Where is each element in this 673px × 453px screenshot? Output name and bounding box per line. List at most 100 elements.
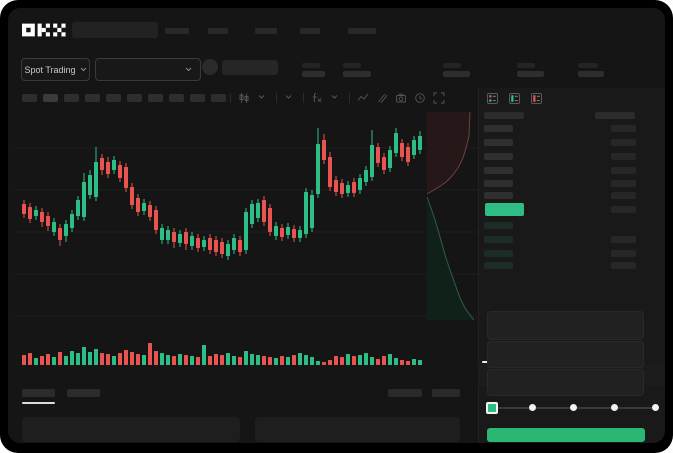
bottom-tab-placeholder[interactable] <box>67 389 100 397</box>
trade-input-placeholder[interactable] <box>487 311 644 340</box>
bottom-right-tab-placeholder[interactable] <box>432 389 460 397</box>
candles-icon[interactable] <box>238 92 250 104</box>
volume-bar <box>172 356 176 365</box>
candle-body <box>340 183 344 194</box>
last-price-highlight[interactable] <box>485 203 524 216</box>
volume-bar <box>340 357 344 365</box>
line-chart-icon[interactable] <box>357 92 369 104</box>
slider-stop-dot[interactable] <box>528 404 536 411</box>
chevron-down-icon[interactable] <box>330 92 342 104</box>
book-asks-icon[interactable] <box>531 91 542 104</box>
candle-body <box>376 147 380 163</box>
price-chart[interactable] <box>8 8 478 443</box>
stat-value-placeholder <box>302 71 325 77</box>
candle-body <box>388 150 392 168</box>
volume-bar <box>256 355 260 365</box>
candle-body <box>22 204 26 214</box>
nav-item-placeholder[interactable] <box>348 28 376 34</box>
timeframe-button-placeholder[interactable] <box>43 94 58 102</box>
volume-bar <box>280 356 284 365</box>
bid-amount-placeholder[interactable] <box>611 236 636 243</box>
trade-input-placeholder[interactable] <box>487 341 644 368</box>
candle-body <box>304 192 308 234</box>
nav-item-placeholder[interactable] <box>300 28 320 34</box>
ask-amount-placeholder[interactable] <box>611 153 636 160</box>
volume-bar <box>352 356 356 365</box>
volume-bar <box>262 356 266 365</box>
candle-body <box>316 144 320 194</box>
amount-placeholder[interactable] <box>611 206 636 213</box>
candle-body <box>142 203 146 211</box>
timeframe-button-placeholder[interactable] <box>64 94 79 102</box>
orderbook-col-header-placeholder <box>484 112 524 119</box>
ask-price-placeholder[interactable] <box>484 167 513 174</box>
volume-bar <box>238 357 242 365</box>
bid-price-placeholder[interactable] <box>484 250 513 257</box>
ask-amount-placeholder[interactable] <box>611 139 636 146</box>
ask-amount-placeholder[interactable] <box>611 180 636 187</box>
timeframe-button-placeholder[interactable] <box>190 94 205 102</box>
bottom-tab-placeholder[interactable] <box>22 389 55 397</box>
slider-stop-dot[interactable] <box>610 404 618 411</box>
coin-avatar <box>202 59 218 75</box>
timeframe-button-placeholder[interactable] <box>22 94 37 102</box>
market-type-selector[interactable]: Spot Trading <box>21 58 90 81</box>
volume-bar <box>34 358 38 365</box>
ask-price-placeholder[interactable] <box>484 192 513 199</box>
bid-amount-placeholder[interactable] <box>611 262 636 269</box>
candle-body <box>238 240 242 252</box>
orderbook-col-header-placeholder <box>595 112 635 119</box>
bid-price-placeholder[interactable] <box>484 262 513 269</box>
book-bids-icon[interactable] <box>509 91 520 104</box>
volume-bar <box>64 356 68 365</box>
volume-bar <box>364 353 368 365</box>
bid-price-placeholder[interactable] <box>484 236 513 243</box>
book-combined-icon[interactable] <box>487 91 498 104</box>
bid-amount-placeholder[interactable] <box>611 250 636 257</box>
volume-bar <box>88 352 92 365</box>
ask-amount-placeholder[interactable] <box>611 192 636 199</box>
timeframe-button-placeholder[interactable] <box>85 94 100 102</box>
buy-submit-button[interactable] <box>487 428 645 442</box>
nav-item-placeholder[interactable] <box>208 28 228 34</box>
timeframe-button-placeholder[interactable] <box>106 94 121 102</box>
timeframe-button-placeholder[interactable] <box>169 94 184 102</box>
pair-dropdown[interactable] <box>95 58 201 81</box>
timeframe-button-placeholder[interactable] <box>211 94 226 102</box>
compare-icon[interactable] <box>376 92 388 104</box>
volume-bar <box>76 353 80 365</box>
nav-item-placeholder[interactable] <box>255 28 277 34</box>
ask-price-placeholder[interactable] <box>484 180 513 187</box>
candle-body <box>46 216 50 226</box>
candle-body <box>64 224 68 236</box>
chevron-down-icon[interactable] <box>284 92 296 104</box>
timeframe-button-placeholder[interactable] <box>148 94 163 102</box>
slider-stop-dot[interactable] <box>569 404 577 411</box>
expand-icon[interactable] <box>433 92 445 104</box>
nav-item-placeholder[interactable] <box>165 28 189 34</box>
bid-price-placeholder[interactable] <box>484 222 513 229</box>
stat-value-placeholder <box>578 71 604 77</box>
volume-bar <box>268 357 272 365</box>
timeframe-button-placeholder[interactable] <box>127 94 142 102</box>
ask-amount-placeholder[interactable] <box>611 125 636 132</box>
ask-amount-placeholder[interactable] <box>611 167 636 174</box>
ask-price-placeholder[interactable] <box>484 153 513 160</box>
candle-body <box>172 232 176 242</box>
candle-body <box>274 226 278 236</box>
amount-slider-handle[interactable] <box>486 402 498 414</box>
trade-input-placeholder[interactable] <box>487 369 644 396</box>
volume-bar <box>304 355 308 365</box>
bottom-right-tab-placeholder[interactable] <box>388 389 422 397</box>
volume-bar <box>196 357 200 365</box>
indicator-fx-icon[interactable] <box>311 92 323 104</box>
chevron-down-icon[interactable] <box>257 92 269 104</box>
volume-bar <box>250 354 254 365</box>
header-search-placeholder[interactable] <box>72 22 158 38</box>
ask-price-placeholder[interactable] <box>484 139 513 146</box>
ask-price-placeholder[interactable] <box>484 125 513 132</box>
candle-body <box>88 175 92 195</box>
history-icon[interactable] <box>414 92 426 104</box>
slider-stop-dot[interactable] <box>651 404 659 411</box>
camera-icon[interactable] <box>395 92 407 104</box>
